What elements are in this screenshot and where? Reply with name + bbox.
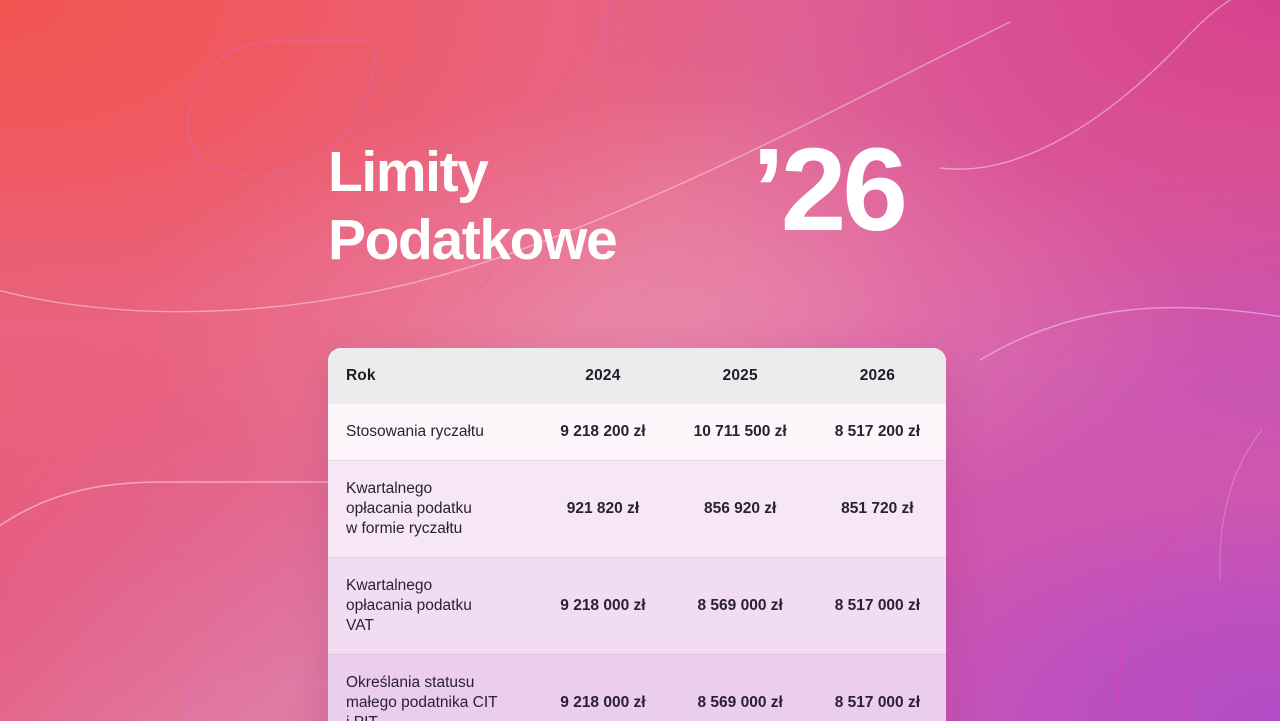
cell-2024: 9 218 000 zł <box>534 654 672 721</box>
row-label: Określania statusu małego podatnika CIT … <box>328 654 535 721</box>
rounded-corner-outline <box>0 481 340 527</box>
limits-table-card: Rok 2024 2025 2026 Stosowania ryczałtu 9… <box>328 348 946 721</box>
cell-2026: 8 517 000 zł <box>808 654 946 721</box>
table-row: Określania statusu małego podatnika CIT … <box>328 654 946 721</box>
table-row: Kwartalnego opłacania podatku VAT 9 218 … <box>328 557 946 655</box>
row-label: Stosowania ryczałtu <box>328 404 535 461</box>
cell-2025: 8 569 000 zł <box>671 654 809 721</box>
rectangle-outline-shape <box>189 681 330 721</box>
column-header-2024: 2024 <box>534 348 672 404</box>
tax-limits-table: Rok 2024 2025 2026 Stosowania ryczałtu 9… <box>328 348 946 721</box>
teardrop-outline-shape <box>187 40 377 177</box>
cell-2026: 851 720 zł <box>808 460 946 558</box>
cell-2025: 856 920 zł <box>671 460 809 558</box>
row-label: Kwartalnego opłacania podatku VAT <box>328 557 535 655</box>
table-row: Kwartalnego opłacania podatku w formie r… <box>328 460 946 558</box>
sweep-arc-right-upper <box>939 0 1232 170</box>
cell-2024: 921 820 zł <box>534 460 672 558</box>
cell-2025: 10 711 500 zł <box>671 404 809 461</box>
sweep-arc-right-lower <box>979 306 1280 361</box>
cell-2024: 9 218 200 zł <box>534 404 672 461</box>
column-header-rok: Rok <box>328 348 535 404</box>
sweep-arc-upper <box>0 21 1011 313</box>
sweep-arc-headline <box>469 0 612 301</box>
sweep-arc-bottom-right-outer <box>1184 537 1280 721</box>
table-row: Stosowania ryczałtu 9 218 200 zł 10 711 … <box>328 404 946 461</box>
column-header-2026: 2026 <box>808 348 946 404</box>
cell-2025: 8 569 000 zł <box>671 557 809 655</box>
sweep-arc-bottom-right <box>1117 499 1211 721</box>
sweep-arc-right-edge <box>1219 429 1263 581</box>
table-header-row: Rok 2024 2025 2026 <box>328 348 946 404</box>
column-header-2025: 2025 <box>671 348 809 404</box>
year-badge: ’26 <box>752 124 908 256</box>
table-header: Rok 2024 2025 2026 <box>328 348 946 404</box>
page-title: Limity Podatkowe <box>328 140 618 272</box>
table-body: Stosowania ryczałtu 9 218 200 zł 10 711 … <box>328 404 946 721</box>
row-label: Kwartalnego opłacania podatku w formie r… <box>328 460 535 558</box>
cell-2026: 8 517 200 zł <box>808 404 946 461</box>
cell-2026: 8 517 000 zł <box>808 557 946 655</box>
cell-2024: 9 218 000 zł <box>534 557 672 655</box>
